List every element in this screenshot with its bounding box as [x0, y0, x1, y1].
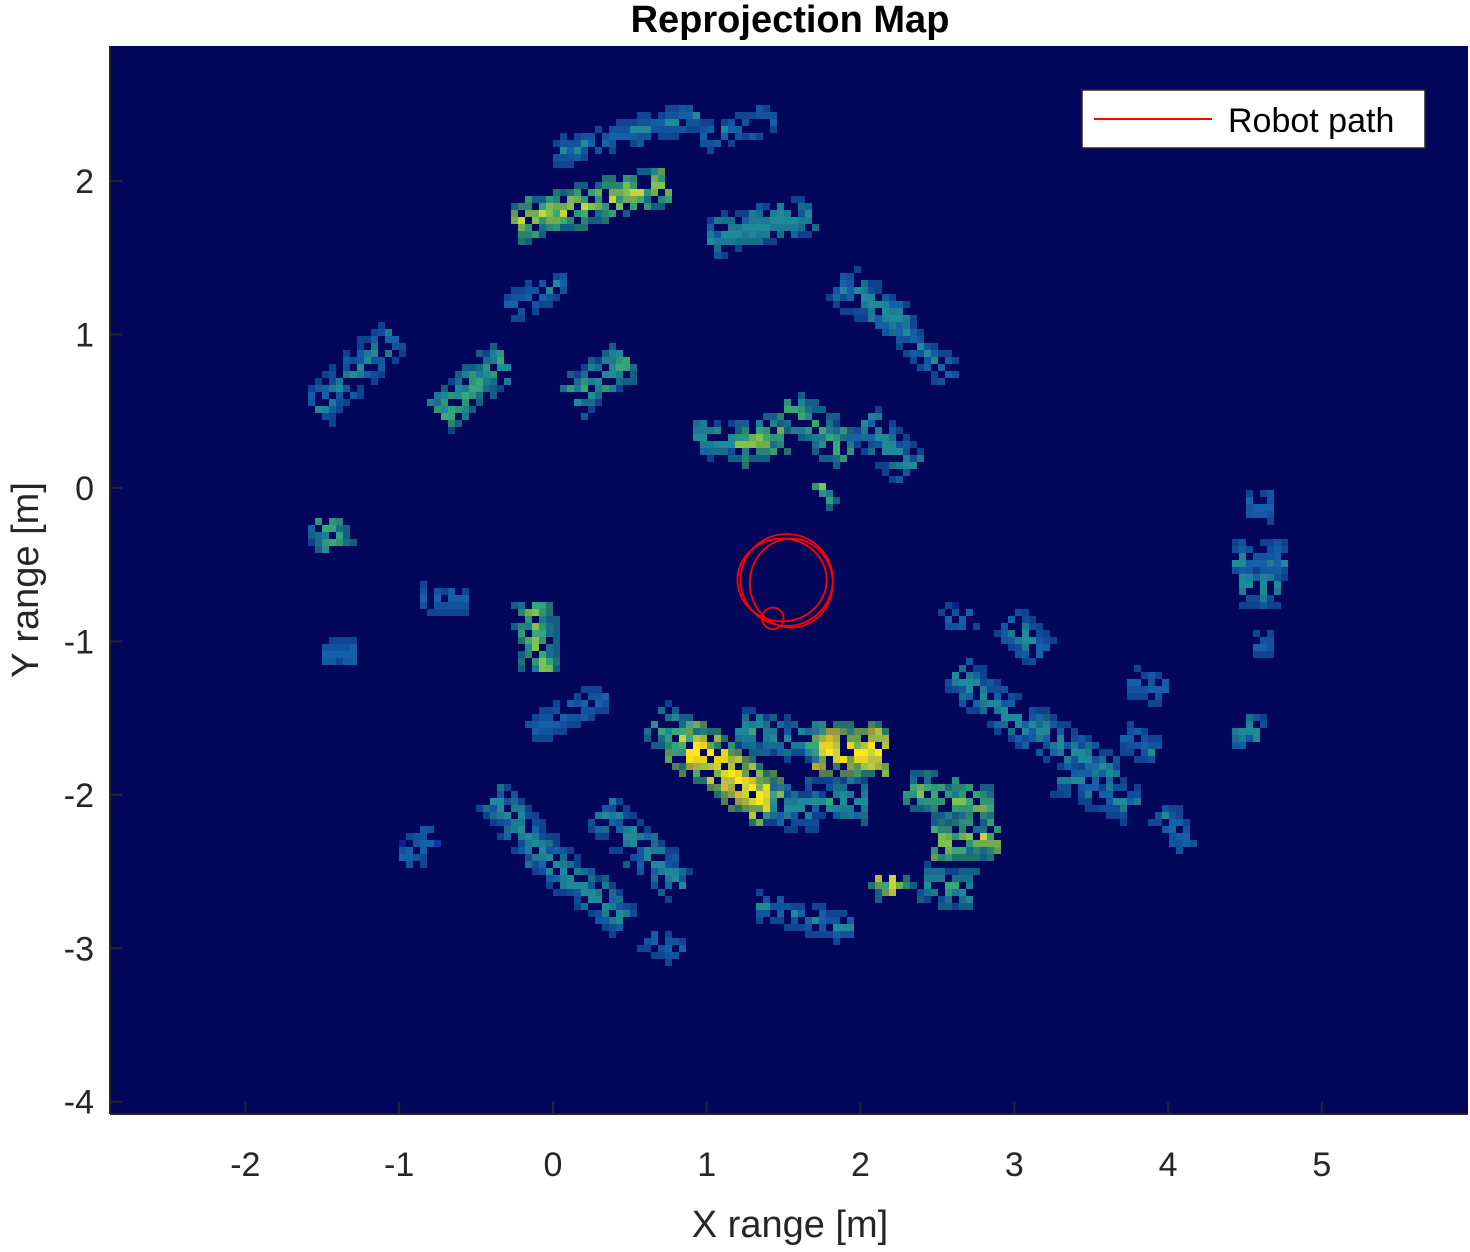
heat-segment: [917, 861, 980, 910]
heat-segment: [700, 105, 777, 154]
heat-segment: [1253, 630, 1274, 658]
heat-segment: [707, 196, 819, 259]
legend-label-robot-path: Robot path: [1228, 102, 1394, 140]
heatmap-layer: [308, 105, 1288, 966]
robot-path-layer: [736, 533, 834, 631]
legend: Robot path: [1081, 89, 1426, 149]
heat-segment: [525, 686, 609, 742]
y-tick-label: 2: [75, 163, 94, 201]
heat-segment: [735, 413, 791, 469]
heat-segment: [427, 343, 511, 434]
x-axis-label: X range [m]: [692, 1204, 888, 1246]
heat-segment: [1246, 490, 1274, 525]
y-tick-label: 1: [75, 316, 94, 354]
heat-segment: [994, 609, 1057, 665]
x-axis-ticks: -2 -1 0 1 2 3 4 5: [230, 1102, 1331, 1184]
heat-segment: [511, 168, 672, 245]
y-tick-label: 0: [75, 470, 94, 508]
heat-segment: [826, 266, 910, 336]
heat-segment: [644, 700, 700, 756]
x-tick-label: 3: [1005, 1146, 1024, 1184]
heat-segment: [1232, 714, 1267, 749]
heat-segment: [539, 840, 637, 938]
heat-segment: [1148, 805, 1197, 854]
x-tick-label: 2: [851, 1146, 870, 1184]
heat-segment: [1239, 567, 1281, 609]
x-tick-label: 0: [543, 1146, 562, 1184]
robot-path-loop: [761, 606, 785, 631]
x-tick-label: -1: [384, 1146, 414, 1184]
heat-segment: [476, 784, 567, 875]
heat-segment: [1120, 721, 1162, 763]
y-tick-label: -1: [64, 623, 94, 661]
heat-segment: [322, 637, 357, 665]
heat-segment: [868, 875, 917, 903]
heat-segment: [637, 931, 686, 966]
heat-segment: [665, 721, 791, 826]
heat-segment: [420, 581, 469, 616]
heat-segment: [812, 483, 840, 511]
y-tick-label: -3: [64, 930, 94, 968]
heat-segment: [308, 322, 406, 427]
heat-segment: [511, 602, 560, 672]
robot-path-loop: [736, 537, 828, 623]
x-tick-label: -2: [230, 1146, 260, 1184]
y-axis-ticks: -4 -3 -2 -1 0 1 2: [64, 163, 122, 1122]
heat-segment: [399, 826, 441, 868]
y-tick-label: -4: [64, 1084, 94, 1122]
heat-segment: [693, 420, 749, 462]
chart-title: Reprojection Map: [631, 0, 950, 41]
x-tick-label: 4: [1159, 1146, 1178, 1184]
heat-segment: [756, 889, 854, 945]
heat-segment: [770, 392, 861, 469]
x-tick-label: 5: [1312, 1146, 1331, 1184]
heat-segment: [308, 518, 357, 553]
heat-segment: [931, 812, 1001, 861]
heat-segment: [1127, 665, 1169, 707]
heat-segment: [588, 798, 693, 903]
heat-segment: [847, 406, 924, 483]
heat-segment: [1050, 756, 1141, 826]
x-tick-label: 1: [697, 1146, 716, 1184]
heat-segment: [938, 602, 980, 630]
heat-segment: [903, 770, 994, 826]
heat-segment: [504, 273, 567, 322]
y-axis-label: Y range [m]: [5, 482, 47, 678]
heat-segment: [560, 343, 637, 420]
heat-segment: [763, 784, 826, 833]
heat-segment: [924, 350, 959, 385]
heat-segment: [735, 707, 826, 763]
heat-segment: [553, 105, 700, 168]
y-tick-label: -2: [64, 777, 94, 815]
